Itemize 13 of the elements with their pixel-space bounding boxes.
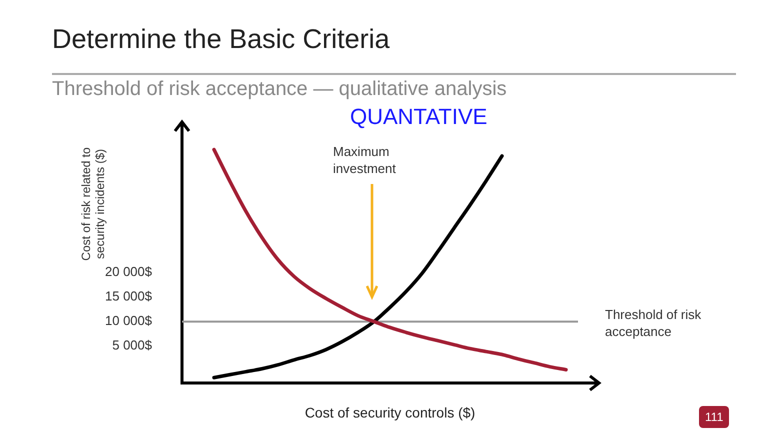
y-tick-label: 5 000$ bbox=[112, 338, 153, 353]
y-tick-label: 10 000$ bbox=[105, 313, 153, 328]
chart-subtitle: Threshold of risk acceptance — qualitative analysis bbox=[52, 78, 507, 101]
annotation: QUANTATIVE bbox=[350, 104, 488, 130]
y-axis-title: Cost of risk related to security incidents ($) bbox=[79, 147, 107, 261]
text: 111 bbox=[699, 406, 730, 428]
y-tick-label: 15 000$ bbox=[105, 288, 153, 304]
x-axis-title: Cost of security controls ($) bbox=[304, 404, 476, 420]
line-series bbox=[212, 148, 568, 372]
ref-line-label: Threshold of risk acceptance bbox=[605, 306, 702, 340]
y-tick-label: 20 000$ bbox=[105, 264, 153, 280]
annotation: Maximum investment bbox=[333, 143, 397, 177]
chart-title: Determine the Basic Criteria bbox=[52, 24, 390, 55]
